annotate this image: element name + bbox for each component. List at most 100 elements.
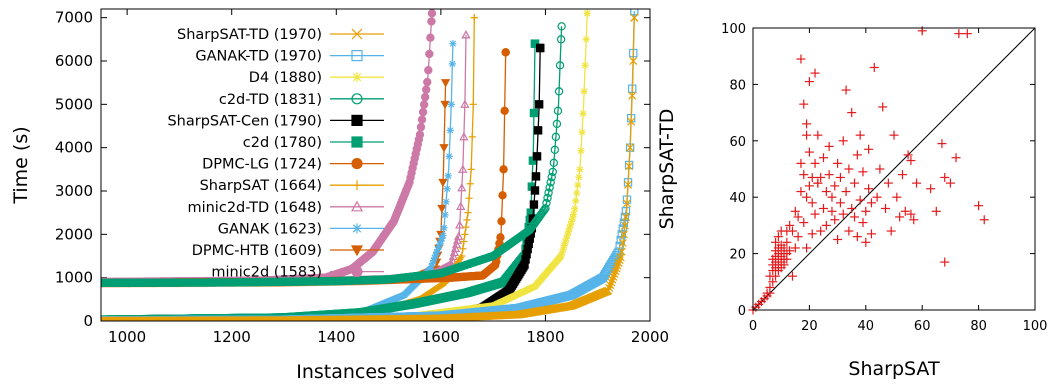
data-point bbox=[462, 223, 470, 231]
data-point bbox=[582, 35, 590, 43]
data-point bbox=[583, 9, 591, 17]
data-point bbox=[532, 152, 542, 161]
data-point bbox=[497, 217, 506, 226]
data-point bbox=[529, 108, 539, 118]
data-point bbox=[420, 92, 430, 102]
data-point bbox=[440, 224, 448, 232]
y-tick-label: 6000 bbox=[55, 52, 93, 70]
data-point bbox=[426, 33, 435, 42]
data-point bbox=[469, 100, 477, 108]
data-point bbox=[424, 66, 433, 75]
series-line bbox=[101, 26, 563, 284]
data-point bbox=[575, 173, 583, 181]
data-point bbox=[466, 180, 474, 188]
legend-marker bbox=[351, 136, 363, 148]
x-tick-label: 1200 bbox=[213, 328, 251, 346]
series-3 bbox=[101, 22, 566, 288]
data-point bbox=[422, 85, 431, 94]
data-point bbox=[570, 210, 578, 218]
data-point bbox=[440, 79, 451, 88]
legend-label: D4 (1880) bbox=[249, 70, 322, 86]
data-point bbox=[500, 106, 509, 116]
y-tick-label: 7000 bbox=[55, 9, 93, 27]
x-tick-label: 0 bbox=[749, 319, 757, 334]
data-point bbox=[463, 216, 471, 224]
data-point bbox=[501, 48, 510, 57]
x-tick-label: 1400 bbox=[317, 328, 355, 346]
data-point bbox=[445, 152, 453, 160]
x-tick-label: 1600 bbox=[422, 328, 460, 346]
legend-label: GANAK (1623) bbox=[218, 221, 322, 237]
y-tick-label: 4000 bbox=[55, 139, 93, 157]
y-tick-label: 40 bbox=[729, 191, 746, 206]
data-point bbox=[579, 110, 587, 118]
legend-marker bbox=[351, 114, 363, 127]
data-point bbox=[581, 61, 589, 69]
data-point bbox=[449, 40, 457, 48]
y-tick-label: 1000 bbox=[55, 269, 93, 287]
data-point bbox=[447, 100, 455, 108]
x-tick-label: 20 bbox=[801, 319, 818, 334]
data-point bbox=[443, 185, 451, 193]
legend-label: DPMC-LG (1724) bbox=[202, 157, 322, 173]
data-point bbox=[578, 128, 586, 136]
legend-label: c2d-TD (1831) bbox=[219, 92, 322, 108]
legend-label: GANAK-TD (1970) bbox=[195, 49, 322, 65]
data-point bbox=[439, 144, 449, 153]
legend-label: SharpSAT-TD (1970) bbox=[177, 27, 322, 43]
x-tick-label: 80 bbox=[970, 319, 987, 334]
data-point bbox=[535, 43, 545, 53]
data-point bbox=[419, 100, 429, 109]
data-point bbox=[571, 205, 579, 213]
data-point bbox=[464, 209, 472, 217]
legend-marker bbox=[352, 223, 362, 234]
legend-marker bbox=[351, 266, 363, 278]
data-point bbox=[533, 126, 543, 135]
data-point bbox=[465, 194, 473, 202]
data-point bbox=[529, 200, 539, 209]
data-point bbox=[580, 87, 588, 95]
x-tick-label: 2000 bbox=[631, 328, 669, 346]
data-point bbox=[498, 191, 507, 200]
data-point bbox=[467, 165, 475, 173]
y-tick-label: 3000 bbox=[55, 182, 93, 200]
data-point bbox=[427, 9, 437, 18]
x-tick-label: 40 bbox=[858, 319, 875, 334]
legend: SharpSAT-TD (1970) GANAK-TD (1970) D4 (188… bbox=[167, 27, 384, 281]
data-point bbox=[418, 107, 428, 117]
legend-label: SharpSAT (1664) bbox=[200, 178, 322, 194]
data-point bbox=[416, 122, 426, 132]
legend-label: minic2d (1583) bbox=[211, 265, 322, 281]
y-tick-label: 2000 bbox=[55, 225, 93, 243]
x-tick-label: 1000 bbox=[108, 328, 146, 346]
data-point bbox=[423, 77, 432, 87]
y-tick-label: 0 bbox=[738, 304, 746, 319]
data-point bbox=[437, 204, 447, 214]
y-tick-label: 60 bbox=[729, 135, 746, 150]
series-group bbox=[101, 9, 639, 321]
data-point bbox=[499, 165, 508, 174]
y-tick-label: 0 bbox=[83, 312, 93, 330]
data-point bbox=[576, 165, 584, 173]
data-point bbox=[573, 189, 581, 197]
data-point bbox=[444, 172, 452, 180]
data-point bbox=[415, 130, 425, 139]
data-point bbox=[417, 115, 427, 124]
data-point bbox=[496, 233, 505, 242]
data-point bbox=[530, 186, 540, 195]
data-point bbox=[531, 172, 541, 181]
legend-marker bbox=[352, 180, 362, 191]
right-chart: 0 20 40 60 80 100020406080100SharpSATSharpSAT… bbox=[656, 22, 1047, 380]
data-point bbox=[439, 232, 447, 240]
x-tick-label: 60 bbox=[914, 319, 931, 334]
legend-marker bbox=[352, 72, 362, 83]
legend-marker bbox=[351, 158, 363, 170]
legend-label: c2d (1780) bbox=[243, 135, 322, 151]
legend-label: SharpSAT-Cen (1790) bbox=[167, 113, 322, 129]
x-tick-label: 1800 bbox=[526, 328, 564, 346]
x-tick-label: 100 bbox=[1023, 319, 1048, 334]
y-tick-label: 20 bbox=[729, 248, 746, 263]
data-point bbox=[459, 245, 467, 253]
data-point bbox=[427, 17, 436, 26]
